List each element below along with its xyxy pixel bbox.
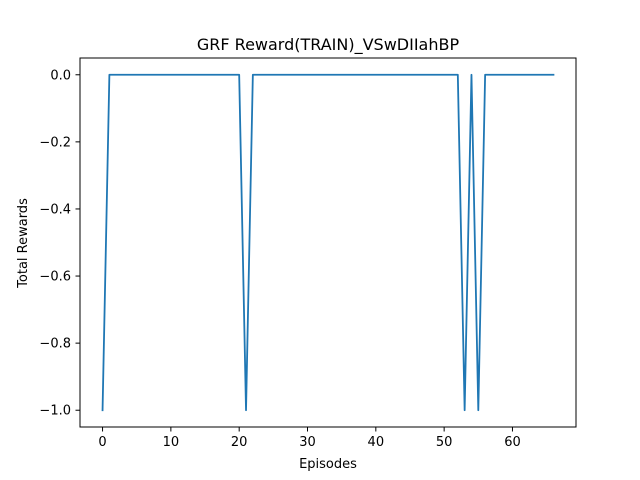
y-axis-label: Total Rewards xyxy=(16,198,31,289)
series-line-0 xyxy=(101,73,555,412)
y-tick-label: −0.8 xyxy=(39,337,71,352)
x-tick-label: 10 xyxy=(163,435,180,450)
y-tick-label: −0.6 xyxy=(39,270,71,285)
x-tick-label: 30 xyxy=(299,435,316,450)
x-tick-label: 40 xyxy=(368,435,385,450)
y-tick-label: −1.0 xyxy=(39,404,71,419)
x-axis-label: Episodes xyxy=(299,457,357,472)
x-tick-label: 0 xyxy=(98,435,106,450)
chart-title: GRF Reward(TRAIN)_VSwDIIahBP xyxy=(197,35,460,55)
plot-frame xyxy=(79,57,577,428)
y-tick-label: 0.0 xyxy=(50,68,71,83)
y-tick-label: −0.2 xyxy=(39,135,71,150)
plot-area: 0 10 20 30 40 50 60 0.0 −0.2 −0.4 −0.6 −0.8 −1.0 xyxy=(39,57,577,450)
x-tick-label: 20 xyxy=(231,435,248,450)
x-tick-label: 60 xyxy=(504,435,521,450)
x-tick-label: 50 xyxy=(436,435,453,450)
y-tick-label: −0.4 xyxy=(39,202,71,217)
